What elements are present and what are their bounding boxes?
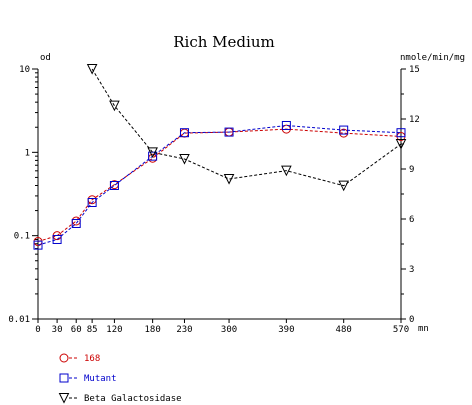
- data-point: [87, 198, 97, 208]
- x-tick-label: 480: [336, 325, 352, 335]
- legend-marker: [58, 393, 70, 404]
- data-point: [223, 174, 235, 185]
- right-tick-label: 0: [409, 315, 414, 325]
- data-point: [338, 180, 349, 192]
- x-tick-label: 85: [87, 325, 98, 335]
- legend-item-1: Mutant: [59, 373, 117, 384]
- data-point: [179, 154, 190, 165]
- left-axis-label: od: [40, 53, 51, 63]
- x-tick-label: 120: [106, 325, 122, 335]
- data-point: [71, 218, 81, 228]
- series-2: [86, 64, 407, 192]
- x-tick-label: 300: [221, 325, 237, 335]
- series-line: [91, 68, 402, 187]
- data-point: [147, 147, 158, 158]
- data-point: [281, 165, 292, 177]
- data-point: [33, 240, 43, 250]
- series-0: [33, 124, 406, 247]
- legend-item-2: Beta Galactosidase: [58, 393, 182, 404]
- legend: 168 Mutant Beta Galactosidase: [58, 353, 182, 404]
- legend-label: Beta Galactosidase: [84, 394, 182, 404]
- data-point: [109, 100, 120, 112]
- data-point: [71, 216, 81, 226]
- data-point: [109, 180, 119, 190]
- x-tick-label: 230: [176, 325, 192, 335]
- data-point: [281, 120, 291, 130]
- series-1: [33, 120, 406, 250]
- right-tick-label: 6: [409, 215, 414, 225]
- data-point: [179, 128, 189, 138]
- left-tick-label: 1: [25, 148, 30, 158]
- x-tick-label: 570: [393, 325, 409, 335]
- data-point: [395, 139, 407, 150]
- chart-title: Rich Medium: [173, 33, 274, 51]
- axes: 0.01 0.1 1 10 0 3 6 9 12 15 0 30 60 85 120 180 230 300 390…: [8, 65, 420, 335]
- x-tick-label: 60: [71, 325, 82, 335]
- right-tick-label: 15: [409, 65, 420, 75]
- data-point: [396, 128, 406, 138]
- left-tick-label: 0.01: [8, 315, 30, 325]
- left-tick-label: 0.1: [14, 232, 30, 242]
- right-tick-label: 3: [409, 265, 414, 275]
- legend-marker: [59, 373, 69, 383]
- legend-item-0: 168: [59, 353, 100, 364]
- right-axis-label: nmole/min/mg: [400, 53, 465, 63]
- data-point: [224, 127, 234, 137]
- x-tick-label: 30: [52, 325, 63, 335]
- data-point: [86, 64, 98, 75]
- legend-label: 168: [84, 354, 100, 364]
- data-point: [148, 153, 158, 163]
- legend-marker: [59, 353, 69, 363]
- left-tick-label: 10: [19, 65, 30, 75]
- right-tick-label: 9: [409, 165, 414, 175]
- x-axis-label: mn: [418, 324, 429, 334]
- series-line: [37, 128, 402, 243]
- right-tick-label: 12: [409, 115, 420, 125]
- x-tick-label: 180: [144, 325, 160, 335]
- x-tick-label: 390: [278, 325, 294, 335]
- data-point: [339, 125, 349, 135]
- data-point: [52, 234, 62, 244]
- data-point: [148, 151, 158, 161]
- legend-label: Mutant: [84, 374, 117, 384]
- plot-area: [33, 64, 407, 250]
- x-tick-label: 0: [35, 325, 40, 335]
